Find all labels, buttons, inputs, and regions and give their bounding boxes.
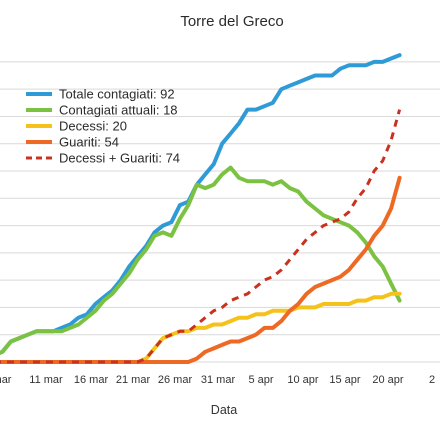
x-tick-label: 5 apr	[248, 374, 273, 386]
x-tick-label: mar	[0, 374, 12, 386]
series-line-2	[0, 165, 402, 355]
data-series	[0, 53, 402, 364]
legend-label: Guariti: 54	[59, 135, 119, 150]
x-tick-label: 20 apr	[372, 374, 404, 386]
legend-label: Totale contagiati: 92	[59, 87, 175, 102]
x-tick-label: 10 apr	[287, 374, 319, 386]
x-tick-label: 2	[429, 374, 435, 386]
x-axis-ticks: mar 11 mar 16 mar 21 mar 26 mar 31 mar 5 apr 10…	[0, 374, 435, 386]
x-tick-label: 11 mar	[29, 374, 63, 386]
x-tick-label: 21 mar	[116, 374, 151, 386]
x-tick-label: 26 mar	[158, 374, 193, 386]
x-tick-label: 31 mar	[201, 374, 236, 386]
legend-label: Decessi: 20	[59, 119, 127, 134]
x-axis-label: Data	[211, 403, 237, 417]
x-tick-label: 15 apr	[329, 374, 361, 386]
legend-label: Contagiati attuali: 18	[59, 103, 178, 118]
x-tick-label: 16 mar	[74, 374, 109, 386]
chart-title: Torre del Greco	[180, 13, 283, 30]
series-line-5	[0, 109, 402, 364]
legend-label: Decessi + Guariti: 74	[59, 151, 180, 166]
